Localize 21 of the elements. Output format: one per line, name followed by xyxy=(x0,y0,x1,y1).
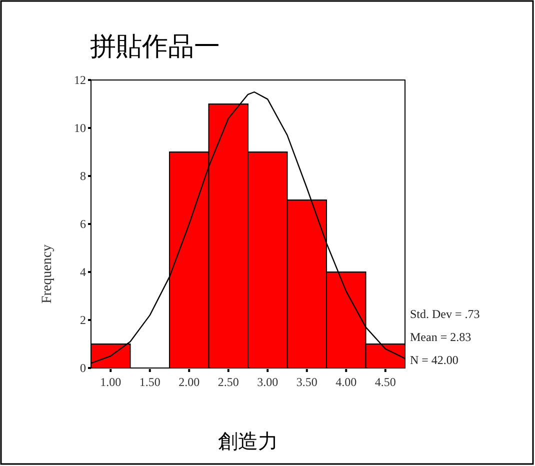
y-tick-label: 6 xyxy=(80,217,86,231)
x-tick-label: 2.00 xyxy=(178,375,200,389)
y-tick-label: 8 xyxy=(80,169,86,183)
y-tick-label: 10 xyxy=(74,121,86,135)
text: Std. Dev = .73 xyxy=(410,307,480,321)
x-tick-label: 2.50 xyxy=(218,375,239,389)
x-tick-label: 1.50 xyxy=(139,375,160,389)
y-axis-title: Frequency xyxy=(40,244,55,304)
y-tick-label: 4 xyxy=(80,265,86,279)
x-tick-label: 1.00 xyxy=(100,375,122,389)
text: N = 42.00 xyxy=(410,353,458,367)
x-tick-label: 4.00 xyxy=(336,375,357,389)
chart-title: 拼貼作品一 xyxy=(90,32,220,62)
x-tick-label: 3.00 xyxy=(257,375,278,389)
x-axis-title: 創造力 xyxy=(218,429,278,453)
y-tick-label: 12 xyxy=(74,73,86,87)
x-tick-label: 3.50 xyxy=(296,375,318,389)
x-tick-label: 4.50 xyxy=(374,375,396,389)
text: Mean = 2.83 xyxy=(410,330,472,344)
y-tick-label: 0 xyxy=(80,361,86,375)
y-tick-label: 2 xyxy=(80,313,86,327)
